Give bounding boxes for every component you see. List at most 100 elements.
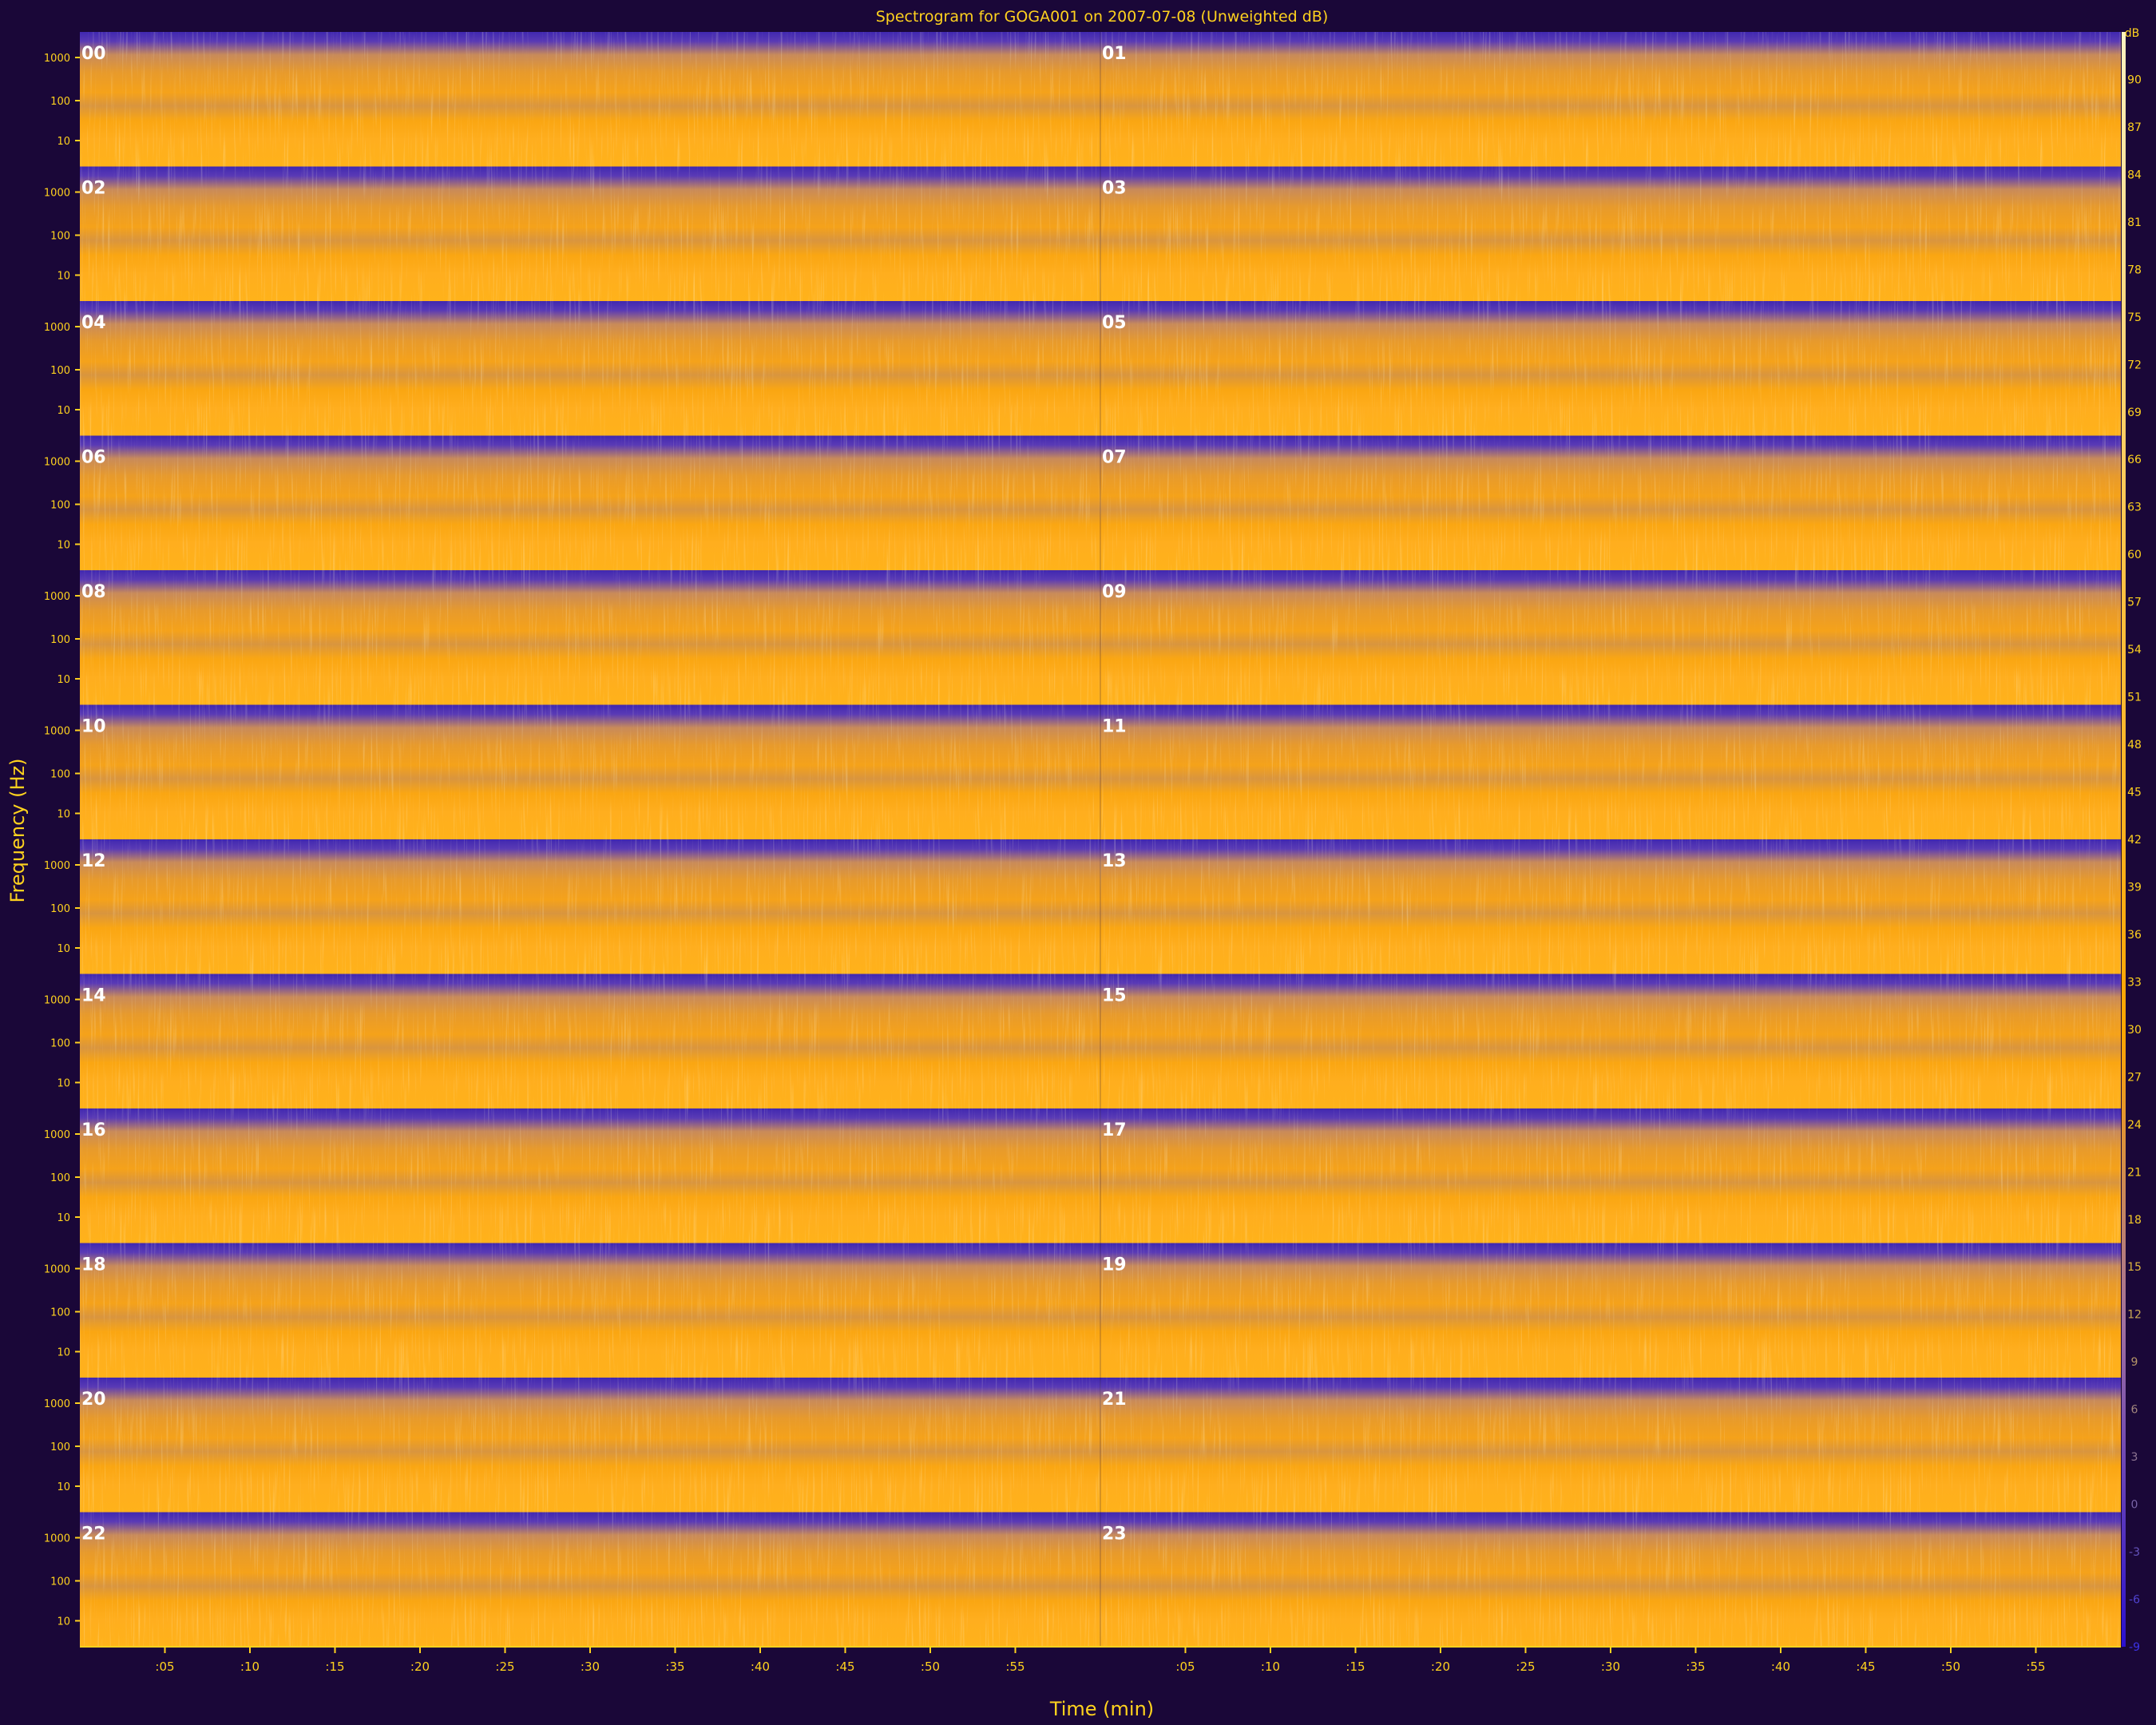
- y-tick-label: 1000: [44, 1533, 70, 1545]
- spectrogram-texture: [80, 1512, 1100, 1647]
- y-tick-label: 1000: [44, 726, 70, 738]
- colorbar-tick-label: 6: [2131, 1404, 2138, 1417]
- x-tick-label: :35: [665, 1660, 684, 1674]
- x-tick-label: :25: [1516, 1660, 1535, 1674]
- y-tick-label: 10: [57, 943, 70, 955]
- colorbar-tick-label: 84: [2127, 169, 2142, 181]
- y-tick-label: 1000: [44, 1398, 70, 1410]
- y-tick-label: 10: [57, 809, 70, 821]
- spectrogram-texture: [1100, 1378, 2121, 1513]
- y-tick-label: 1000: [44, 457, 70, 469]
- y-tick-label: 100: [50, 231, 70, 243]
- colorbar-tick-label: 27: [2127, 1071, 2142, 1084]
- spectrogram-texture: [80, 570, 1100, 705]
- colorbar-tick-label: -3: [2129, 1546, 2140, 1559]
- hour-label: 05: [1102, 313, 1127, 333]
- y-tick-label: 1000: [44, 860, 70, 872]
- spectrogram-texture: [1100, 435, 2121, 570]
- y-tick-label: 100: [50, 1038, 70, 1050]
- spectrogram-texture: [80, 1243, 1100, 1378]
- colorbar-tick-label: 48: [2127, 739, 2142, 751]
- colorbar-tick-label: 51: [2127, 692, 2142, 704]
- y-tick-label: 10: [57, 1616, 70, 1628]
- hour-label: 11: [1102, 717, 1127, 737]
- colorbar-tick-label: 54: [2127, 644, 2142, 656]
- colorbar-tick-label: 12: [2127, 1309, 2142, 1322]
- colorbar-tick-label: 9: [2131, 1356, 2138, 1369]
- spectrogram-texture: [1100, 974, 2121, 1108]
- y-tick-label: 1000: [44, 53, 70, 65]
- x-tick-label: :45: [1856, 1660, 1875, 1674]
- spectrogram-texture: [80, 32, 1100, 167]
- spectrogram-texture: [1100, 32, 2121, 167]
- spectrogram-texture: [80, 704, 1100, 839]
- y-tick-label: 1000: [44, 322, 70, 334]
- colorbar-tick-label: 3: [2131, 1451, 2138, 1464]
- spectrogram-texture: [80, 839, 1100, 974]
- hour-label: 10: [81, 717, 106, 737]
- colorbar-tick-label: 33: [2127, 976, 2142, 989]
- colorbar-tick-label: 63: [2127, 502, 2142, 514]
- hour-label: 02: [81, 179, 106, 199]
- hour-label: 03: [1102, 179, 1127, 199]
- colorbar-tick-label: 36: [2127, 929, 2142, 942]
- x-tick-label: :30: [1601, 1660, 1620, 1674]
- hour-label: 17: [1102, 1120, 1127, 1140]
- spectrogram-texture: [1100, 1108, 2121, 1243]
- spectrogram-texture: [80, 435, 1100, 570]
- x-tick-label: :10: [1261, 1660, 1280, 1674]
- colorbar-tick-label: 39: [2127, 881, 2142, 894]
- spectrogram-texture: [1100, 166, 2121, 301]
- colorbar-tick-label: 72: [2127, 359, 2142, 371]
- colorbar-tick-label: 57: [2127, 597, 2142, 609]
- y-tick-label: 100: [50, 500, 70, 512]
- colorbar-tick-label: 75: [2127, 311, 2142, 324]
- y-tick-label: 1000: [44, 1264, 70, 1276]
- x-tick-label: :40: [751, 1660, 770, 1674]
- colorbar-tick-label: -6: [2129, 1594, 2140, 1607]
- hour-label: 01: [1102, 44, 1127, 64]
- spectrogram-texture: [80, 1108, 1100, 1243]
- y-tick-label: 100: [50, 1576, 70, 1588]
- y-axis-label: Frequency (Hz): [6, 759, 29, 903]
- y-tick-label: 10: [57, 540, 70, 552]
- colorbar-tick-label: 21: [2127, 1166, 2142, 1179]
- y-tick-label: 10: [57, 674, 70, 686]
- x-tick-label: :20: [410, 1660, 430, 1674]
- colorbar-tick-label: 87: [2127, 121, 2142, 134]
- hour-label: 13: [1102, 851, 1127, 871]
- y-tick-label: 100: [50, 96, 70, 108]
- hour-label: 19: [1102, 1255, 1127, 1275]
- colorbar-tick-label: 60: [2127, 549, 2142, 561]
- y-tick-label: 100: [50, 1307, 70, 1319]
- x-tick-label: :20: [1431, 1660, 1450, 1674]
- y-tick-label: 100: [50, 903, 70, 915]
- hour-label: 15: [1102, 986, 1127, 1006]
- x-tick-label: :10: [240, 1660, 260, 1674]
- x-tick-label: :05: [155, 1660, 174, 1674]
- x-tick-label: :55: [1005, 1660, 1024, 1674]
- hour-label: 12: [81, 851, 106, 871]
- y-tick-label: 100: [50, 769, 70, 781]
- y-tick-label: 10: [57, 405, 70, 417]
- hour-label: 04: [81, 313, 106, 333]
- spectrogram-texture: [1100, 704, 2121, 839]
- y-tick-label: 100: [50, 634, 70, 646]
- colorbar-label: dB: [2125, 27, 2140, 40]
- spectrogram-texture: [1100, 1512, 2121, 1647]
- colorbar-tick-label: 45: [2127, 787, 2142, 799]
- colorbar-tick-label: 81: [2127, 216, 2142, 229]
- colorbar-tick-label: 90: [2127, 73, 2142, 86]
- colorbar-tick-label: 69: [2127, 406, 2142, 419]
- hour-label: 14: [81, 986, 106, 1006]
- y-tick-label: 10: [57, 1078, 70, 1090]
- y-tick-label: 1000: [44, 1129, 70, 1141]
- spectrogram-texture: [80, 166, 1100, 301]
- y-tick-label: 100: [50, 1172, 70, 1184]
- x-tick-label: :30: [581, 1660, 600, 1674]
- hour-label: 08: [81, 582, 106, 602]
- colorbar-tick-label: 0: [2131, 1499, 2138, 1512]
- hour-label: 07: [1102, 448, 1127, 468]
- x-tick-label: :35: [1686, 1660, 1705, 1674]
- y-tick-label: 10: [57, 1212, 70, 1224]
